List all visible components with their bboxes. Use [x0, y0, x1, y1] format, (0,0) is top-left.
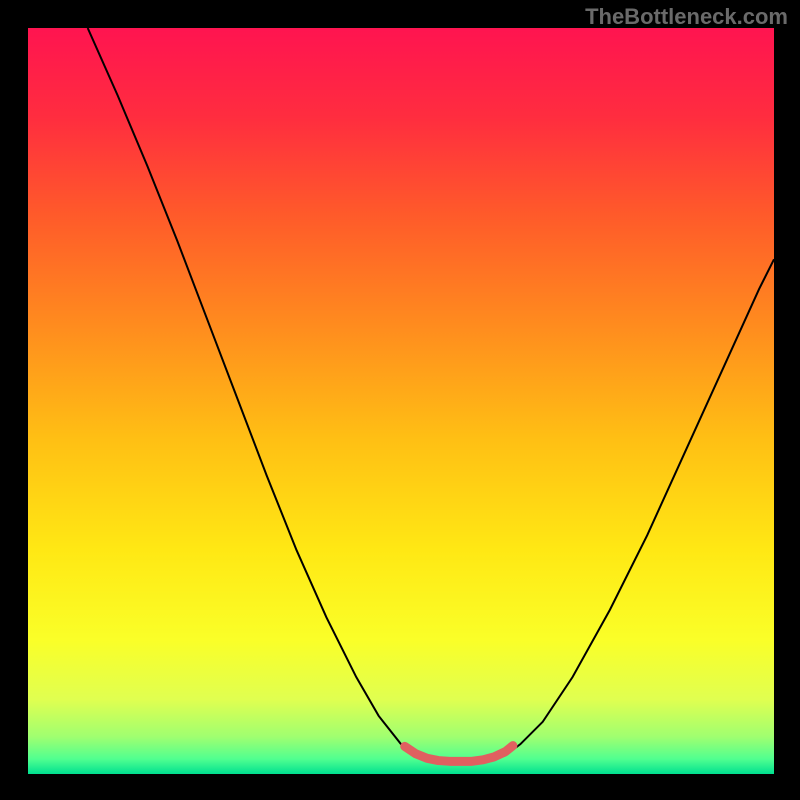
main-curve [88, 28, 774, 762]
watermark-text: TheBottleneck.com [585, 4, 788, 30]
plot-area [28, 28, 774, 774]
bottom-accent-curve [405, 746, 513, 762]
curve-layer [28, 28, 774, 774]
